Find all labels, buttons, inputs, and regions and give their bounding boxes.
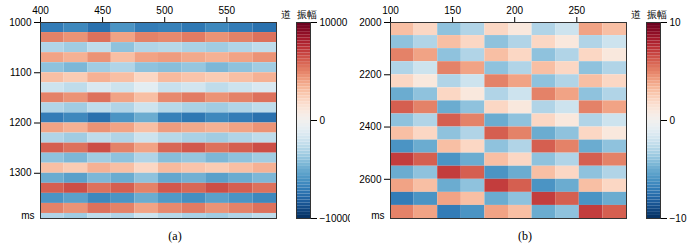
svg-text:250: 250 <box>568 5 585 16</box>
svg-text:400: 400 <box>32 5 49 16</box>
svg-text:1100: 1100 <box>10 67 32 78</box>
svg-text:2200: 2200 <box>359 69 382 80</box>
svg-text:2600: 2600 <box>359 174 382 185</box>
svg-text:道: 道 <box>281 9 291 20</box>
svg-text:450: 450 <box>94 5 111 16</box>
svg-text:ms: ms <box>21 210 34 221</box>
svg-text:−10: −10 <box>670 213 687 224</box>
svg-text:振幅: 振幅 <box>647 9 667 20</box>
svg-text:2000: 2000 <box>359 17 382 28</box>
svg-text:10000: 10000 <box>320 17 348 28</box>
svg-text:500: 500 <box>156 5 173 16</box>
html-text:(b): (b) <box>518 229 532 243</box>
svg-text:10: 10 <box>670 17 682 28</box>
svg-text:2400: 2400 <box>359 121 382 132</box>
svg-text:ms: ms <box>371 210 384 221</box>
svg-text:−10000: −10000 <box>320 213 351 224</box>
svg-text:550: 550 <box>218 5 235 16</box>
svg-text:150: 150 <box>444 5 461 16</box>
svg-text:0: 0 <box>320 115 326 126</box>
svg-text:200: 200 <box>506 5 523 16</box>
html-text:(a): (a) <box>168 229 182 243</box>
svg-text:1200: 1200 <box>9 117 32 128</box>
svg-text:1000: 1000 <box>9 17 32 28</box>
svg-text:100: 100 <box>382 5 399 16</box>
svg-text:振幅: 振幅 <box>297 9 317 20</box>
svg-text:道: 道 <box>631 9 641 20</box>
svg-text:0: 0 <box>670 115 676 126</box>
svg-text:1300: 1300 <box>9 167 32 178</box>
